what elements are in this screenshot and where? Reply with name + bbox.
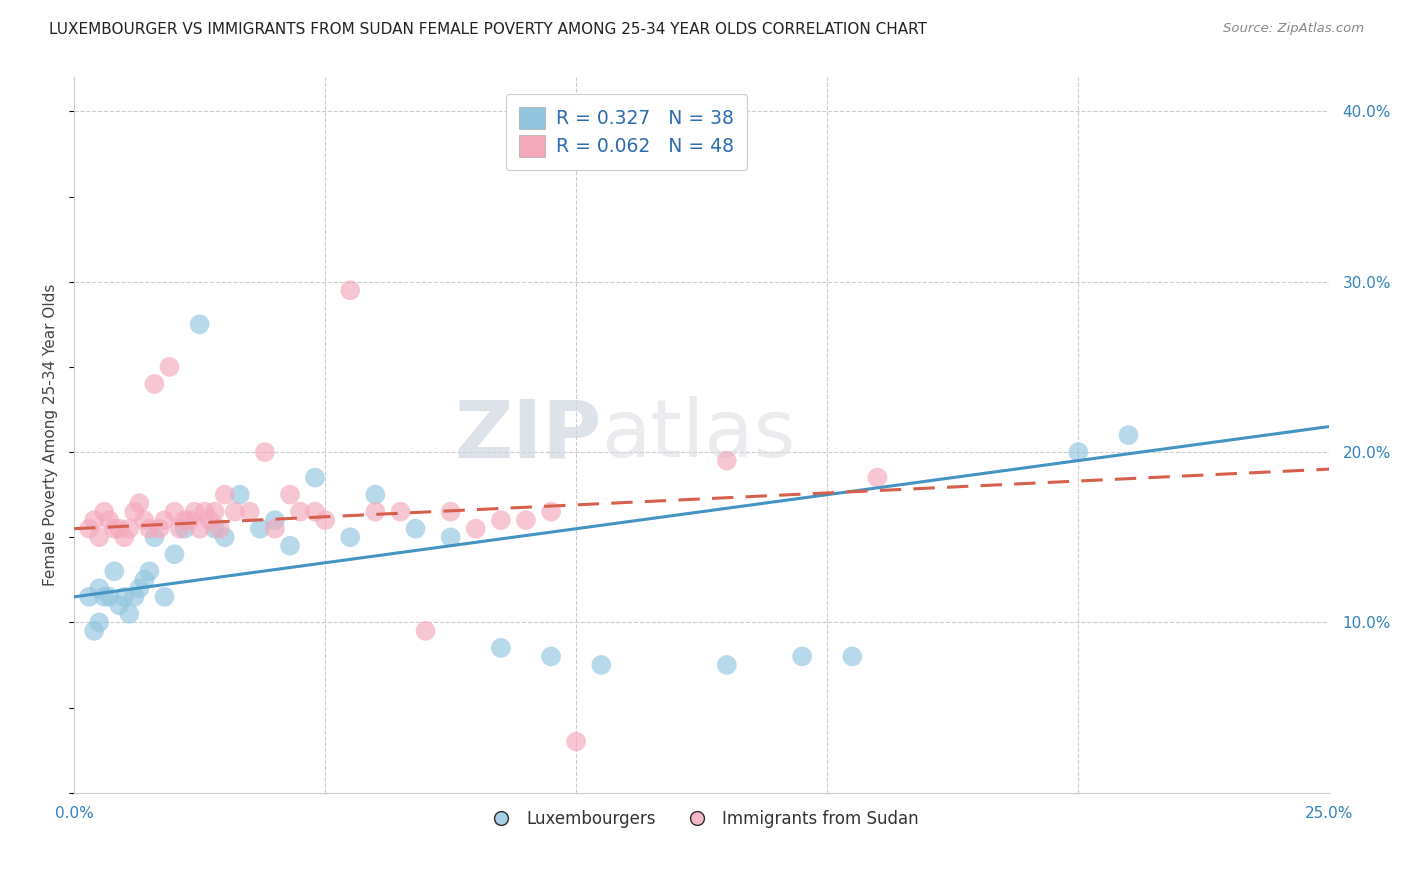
Point: [314, 513, 336, 527]
Point: [153, 590, 176, 604]
Point: [134, 513, 156, 527]
Legend: Luxembourgers, Immigrants from Sudan: Luxembourgers, Immigrants from Sudan: [478, 803, 925, 834]
Point: [278, 539, 301, 553]
Point: [188, 522, 211, 536]
Point: [440, 505, 463, 519]
Point: [93, 590, 115, 604]
Point: [866, 470, 889, 484]
Text: LUXEMBOURGER VS IMMIGRANTS FROM SUDAN FEMALE POVERTY AMONG 25-34 YEAR OLDS CORRE: LUXEMBOURGER VS IMMIGRANTS FROM SUDAN FE…: [49, 22, 927, 37]
Point: [108, 599, 131, 613]
Point: [103, 564, 125, 578]
Point: [204, 522, 226, 536]
Point: [304, 470, 326, 484]
Point: [153, 513, 176, 527]
Point: [173, 522, 195, 536]
Point: [173, 513, 195, 527]
Point: [540, 649, 562, 664]
Point: [229, 488, 252, 502]
Point: [214, 530, 236, 544]
Point: [143, 376, 166, 391]
Point: [540, 505, 562, 519]
Point: [249, 522, 271, 536]
Point: [224, 505, 246, 519]
Point: [148, 522, 170, 536]
Point: [159, 359, 181, 374]
Point: [1118, 428, 1140, 442]
Point: [112, 530, 135, 544]
Point: [194, 505, 217, 519]
Point: [93, 505, 115, 519]
Point: [716, 657, 738, 672]
Point: [489, 640, 512, 655]
Point: [1067, 445, 1090, 459]
Point: [124, 505, 146, 519]
Point: [841, 649, 863, 664]
Point: [143, 530, 166, 544]
Point: [138, 522, 160, 536]
Point: [183, 505, 205, 519]
Point: [169, 522, 191, 536]
Point: [188, 318, 211, 332]
Point: [339, 530, 361, 544]
Point: [163, 547, 186, 561]
Point: [83, 513, 105, 527]
Point: [591, 657, 613, 672]
Point: [716, 453, 738, 467]
Point: [415, 624, 437, 638]
Point: [89, 530, 111, 544]
Point: [134, 573, 156, 587]
Point: [264, 513, 287, 527]
Point: [790, 649, 813, 664]
Y-axis label: Female Poverty Among 25-34 Year Olds: Female Poverty Among 25-34 Year Olds: [44, 284, 58, 586]
Text: atlas: atlas: [602, 396, 796, 474]
Point: [264, 522, 287, 536]
Point: [89, 582, 111, 596]
Point: [304, 505, 326, 519]
Point: [253, 445, 276, 459]
Point: [239, 505, 262, 519]
Point: [198, 513, 221, 527]
Point: [288, 505, 311, 519]
Point: [118, 522, 141, 536]
Text: ZIP: ZIP: [454, 396, 602, 474]
Point: [83, 624, 105, 638]
Point: [98, 590, 121, 604]
Point: [489, 513, 512, 527]
Point: [515, 513, 537, 527]
Point: [464, 522, 486, 536]
Point: [565, 734, 588, 748]
Point: [103, 522, 125, 536]
Point: [208, 522, 231, 536]
Point: [112, 590, 135, 604]
Point: [163, 505, 186, 519]
Point: [214, 488, 236, 502]
Point: [364, 488, 387, 502]
Point: [179, 513, 201, 527]
Point: [389, 505, 412, 519]
Text: Source: ZipAtlas.com: Source: ZipAtlas.com: [1223, 22, 1364, 36]
Point: [440, 530, 463, 544]
Point: [278, 488, 301, 502]
Point: [124, 590, 146, 604]
Point: [364, 505, 387, 519]
Point: [339, 283, 361, 297]
Point: [98, 513, 121, 527]
Point: [89, 615, 111, 630]
Point: [77, 522, 100, 536]
Point: [204, 505, 226, 519]
Point: [108, 522, 131, 536]
Point: [77, 590, 100, 604]
Point: [128, 582, 150, 596]
Point: [405, 522, 427, 536]
Point: [118, 607, 141, 621]
Point: [128, 496, 150, 510]
Point: [138, 564, 160, 578]
